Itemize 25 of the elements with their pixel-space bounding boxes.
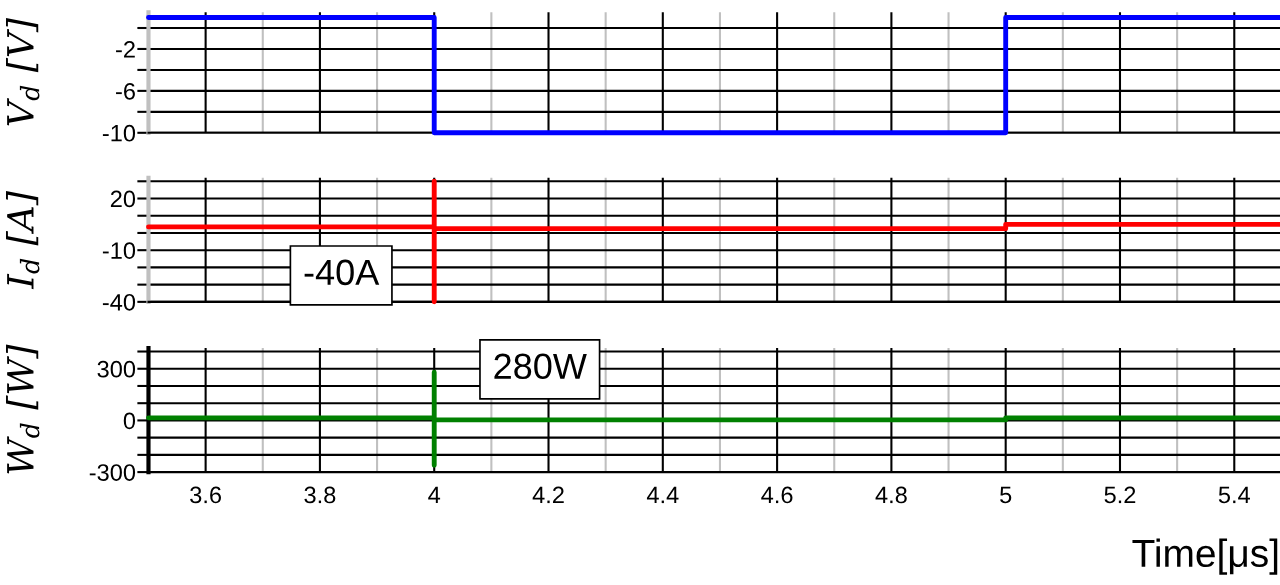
- y-tick-label: -300: [89, 464, 136, 481]
- y-tick-label: -10: [102, 124, 136, 142]
- x-tick-label: 4.6: [761, 486, 793, 504]
- y-tick-label: -10: [102, 242, 136, 259]
- x-tick-label: 5.4: [1218, 486, 1250, 504]
- x-tick-label: 5: [1000, 486, 1012, 504]
- x-tick-label: 4.4: [646, 486, 679, 504]
- x-tick-label: 4: [428, 486, 441, 504]
- y-tick-label: -40: [102, 293, 136, 311]
- x-tick-label: 5.2: [1104, 486, 1136, 504]
- x-tick-label: 4.2: [532, 486, 564, 504]
- x-tick-label: 3.8: [304, 486, 336, 504]
- annotation: 280W: [494, 353, 587, 380]
- y-tick-label: 20: [110, 190, 136, 208]
- y-tick-label: -6: [116, 82, 135, 100]
- y-axis-title: I$_{d}$ [A]: [6, 191, 40, 290]
- y-tick-label: 300: [97, 360, 136, 378]
- y-axis-title: V$_{d}$ [V]: [6, 17, 40, 126]
- y-tick-label: -2: [116, 41, 135, 58]
- y-tick-label: 0: [123, 412, 136, 430]
- annotation: -40A: [304, 259, 380, 286]
- x-tick-label: 4.8: [875, 486, 907, 504]
- x-axis-title: Time[μs]: [1132, 538, 1278, 575]
- x-tick-label: 3.6: [190, 486, 221, 504]
- y-axis-title: W$_{d}$ [W]: [6, 344, 40, 474]
